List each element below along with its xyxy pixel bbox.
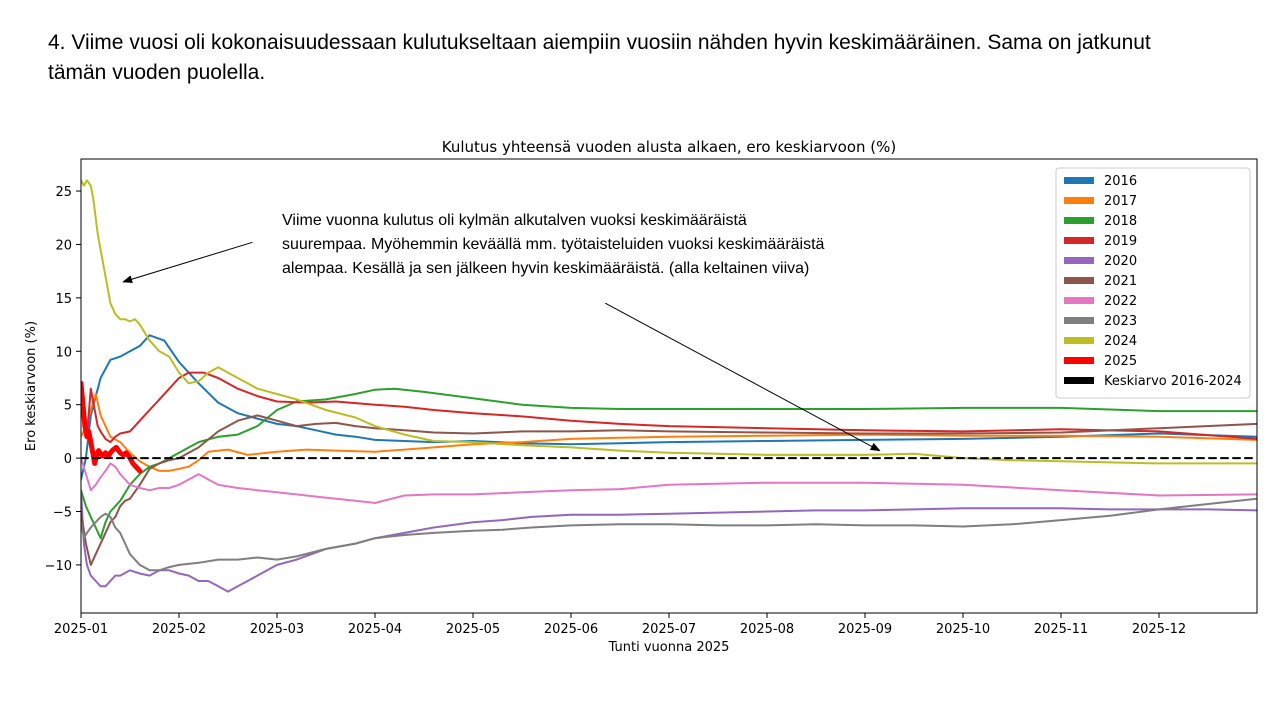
legend-swatch xyxy=(1064,177,1094,184)
slide-title-line-2: tämän vuoden puolella. xyxy=(48,61,266,84)
y-tick-label: 0 xyxy=(64,452,72,467)
legend-swatch xyxy=(1064,197,1094,204)
series-line-2024 xyxy=(81,179,1257,465)
y-tick-label: −10 xyxy=(45,559,72,574)
legend-label: 2020 xyxy=(1104,254,1137,269)
series-line-2023 xyxy=(81,497,1257,572)
legend-swatch xyxy=(1064,277,1094,284)
x-tick-label: 2025-04 xyxy=(348,622,402,637)
legend-label: 2016 xyxy=(1104,174,1137,189)
x-tick-label: 2025-03 xyxy=(250,622,304,637)
x-tick-label: 2025-12 xyxy=(1132,622,1186,637)
series-line-2022 xyxy=(81,457,1257,504)
x-axis-label: Tunti vuonna 2025 xyxy=(608,640,730,655)
annotation-text: Viime vuonna kulutus oli kylmän alkutalv… xyxy=(282,209,882,281)
legend-swatch xyxy=(1064,357,1094,364)
legend-label: 2021 xyxy=(1104,274,1137,289)
legend-swatch xyxy=(1064,237,1094,244)
legend-label: 2018 xyxy=(1104,214,1137,229)
annotation-line-1: Viime vuonna kulutus oli kylmän alkutalv… xyxy=(282,212,747,229)
annotation-arrow-1 xyxy=(122,241,253,284)
legend-swatch xyxy=(1064,297,1094,304)
legend-swatch xyxy=(1064,217,1094,224)
legend-label: 2017 xyxy=(1104,194,1137,209)
legend-swatch xyxy=(1064,317,1094,324)
y-axis-label: Ero keskiarvoon (%) xyxy=(24,321,39,451)
series-line-2017 xyxy=(81,393,1257,472)
chart-title: Kulutus yhteensä vuoden alusta alkaen, e… xyxy=(442,138,896,156)
slide-title: 4. Viime vuosi oli kokonaisuudessaan kul… xyxy=(48,28,1248,88)
annotation-arrow-2 xyxy=(605,302,881,452)
y-tick-label: 20 xyxy=(55,238,72,253)
y-tick-label: 15 xyxy=(55,292,72,307)
legend-label: Keskiarvo 2016-2024 xyxy=(1104,374,1242,389)
y-tick-label: −5 xyxy=(53,506,72,521)
y-tick-label: 5 xyxy=(64,399,72,414)
legend-label: 2024 xyxy=(1104,334,1137,349)
x-tick-label: 2025-10 xyxy=(936,622,990,637)
x-tick-label: 2025-06 xyxy=(544,622,598,637)
x-tick-label: 2025-09 xyxy=(838,622,892,637)
legend-label: 2019 xyxy=(1104,234,1137,249)
slide-title-line-1: 4. Viime vuosi oli kokonaisuudessaan kul… xyxy=(48,31,1151,54)
legend-swatch xyxy=(1064,257,1094,264)
annotation-line-2: suurempaa. Myöhemmin keväällä mm. työtai… xyxy=(282,236,825,253)
legend-swatch xyxy=(1064,377,1094,384)
x-tick-label: 2025-02 xyxy=(152,622,206,637)
legend-label: 2022 xyxy=(1104,294,1137,309)
legend-label: 2025 xyxy=(1104,354,1137,369)
x-tick-label: 2025-11 xyxy=(1034,622,1088,637)
x-tick-label: 2025-07 xyxy=(642,622,696,637)
legend-box xyxy=(1055,167,1251,399)
x-tick-label: 2025-01 xyxy=(54,622,108,637)
annotation-line-3: alempaa. Kesällä ja sen jälkeen hyvin ke… xyxy=(282,260,810,277)
y-tick-label: 25 xyxy=(55,185,72,200)
legend: 2016 2017 2018 2019 2020 2021 2022 2023 2024 2025… xyxy=(1055,167,1251,399)
y-tick-label: 10 xyxy=(55,345,72,360)
legend-label: 2023 xyxy=(1104,314,1137,329)
series-line-2019 xyxy=(81,371,1257,444)
series-line-2018 xyxy=(81,387,1257,540)
x-tick-label: 2025-08 xyxy=(740,622,794,637)
series-line-2016 xyxy=(81,334,1257,481)
series-line-2025 xyxy=(81,380,143,474)
x-tick-label: 2025-05 xyxy=(446,622,500,637)
series-line-2020 xyxy=(81,489,1257,593)
legend-swatch xyxy=(1064,337,1094,344)
